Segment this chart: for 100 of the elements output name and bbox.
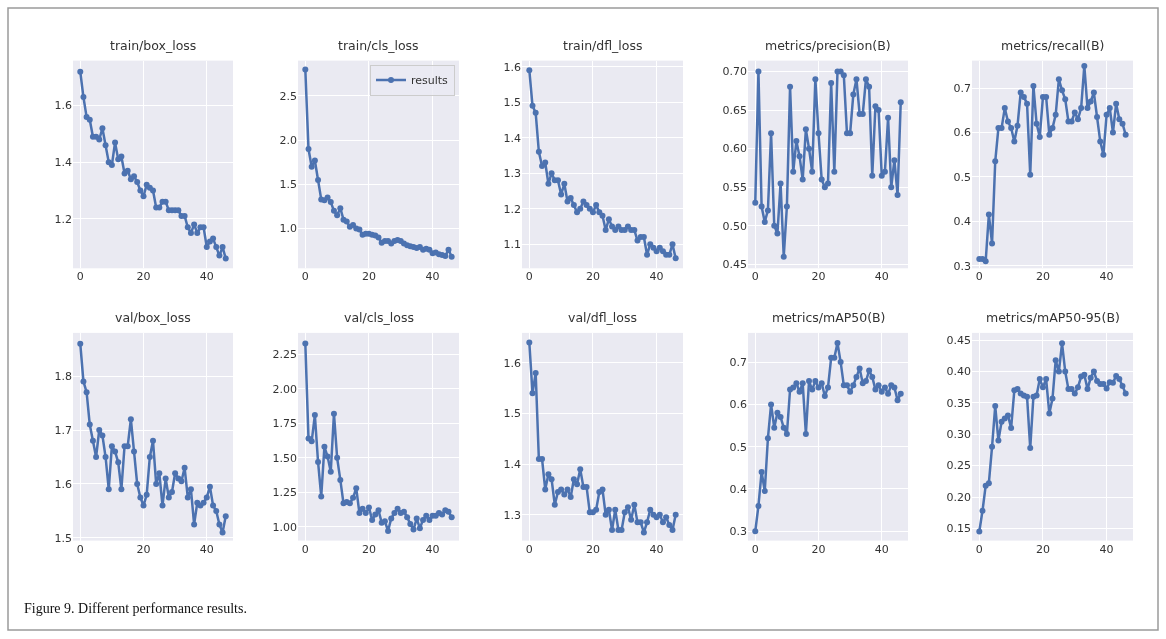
- point: [1011, 138, 1018, 145]
- point: [134, 179, 141, 186]
- point: [1046, 131, 1053, 138]
- point: [86, 421, 93, 428]
- point: [168, 489, 175, 496]
- point: [1008, 425, 1015, 431]
- point: [137, 187, 144, 194]
- x-tick-label: 0: [525, 542, 533, 556]
- point: [337, 205, 344, 212]
- point: [102, 453, 109, 460]
- point: [621, 509, 628, 516]
- y-tick-label: 2.25: [272, 348, 297, 362]
- point: [356, 510, 363, 517]
- point: [134, 480, 141, 487]
- point: [545, 180, 552, 187]
- point: [809, 386, 816, 393]
- y-tick-label: 1.6: [54, 99, 72, 113]
- point: [570, 202, 577, 209]
- point: [551, 501, 558, 508]
- y-tick-label: 0.6: [729, 398, 747, 412]
- point: [768, 401, 775, 408]
- point: [222, 255, 229, 262]
- point: [666, 521, 673, 528]
- y-tick-label: 0.3: [953, 259, 971, 273]
- point: [426, 516, 433, 523]
- point: [93, 453, 100, 460]
- y-tick-label: 1.5: [503, 96, 521, 110]
- point: [1119, 120, 1126, 127]
- point: [605, 216, 612, 223]
- point: [866, 367, 873, 374]
- x-tick-label: 20: [1035, 270, 1050, 284]
- chart-title: train/cls_loss: [338, 38, 419, 53]
- point: [979, 507, 986, 514]
- point: [577, 205, 584, 212]
- point: [1113, 100, 1120, 107]
- point: [1100, 151, 1107, 158]
- chart-title: val/box_loss: [115, 310, 191, 325]
- point: [764, 207, 771, 214]
- x-tick-label: 20: [361, 270, 376, 284]
- point: [327, 199, 334, 206]
- point: [558, 191, 565, 198]
- point: [206, 483, 213, 490]
- point: [532, 369, 539, 376]
- point: [821, 392, 828, 399]
- point: [99, 432, 106, 439]
- point: [1036, 376, 1043, 383]
- y-tick-label: 1.2: [54, 212, 72, 226]
- point: [413, 515, 420, 522]
- point: [815, 130, 822, 137]
- point: [669, 241, 676, 248]
- point: [796, 153, 803, 160]
- x-tick-label: 20: [361, 542, 376, 556]
- x-tick-label: 40: [649, 270, 664, 284]
- y-tick-label: 0.40: [946, 365, 971, 379]
- point: [1087, 98, 1094, 105]
- point: [812, 378, 819, 385]
- point: [365, 504, 372, 511]
- chart-title: metrics/precision(B): [765, 38, 891, 53]
- point: [806, 145, 813, 152]
- point: [802, 431, 809, 437]
- point: [780, 253, 787, 260]
- point: [831, 168, 838, 175]
- point: [162, 475, 169, 482]
- y-tick-label: 0.4: [953, 215, 971, 229]
- y-tick-label: 0.15: [946, 522, 971, 536]
- x-tick-label: 0: [975, 270, 983, 284]
- point: [818, 176, 825, 183]
- point: [77, 340, 84, 347]
- point: [758, 469, 765, 476]
- point: [577, 466, 584, 473]
- x-tick-label: 40: [425, 270, 440, 284]
- point: [1062, 368, 1069, 375]
- point: [1059, 87, 1066, 94]
- point: [1008, 125, 1015, 132]
- point: [888, 184, 895, 191]
- chart-title: train/dfl_loss: [563, 38, 643, 53]
- point: [976, 528, 983, 535]
- point: [771, 424, 778, 431]
- point: [840, 72, 847, 79]
- point: [985, 211, 992, 218]
- point: [388, 515, 395, 522]
- point: [448, 514, 455, 521]
- point: [612, 506, 619, 513]
- point: [828, 80, 835, 87]
- point: [1078, 105, 1085, 112]
- x-tick-label: 40: [425, 542, 440, 556]
- point: [1106, 105, 1113, 112]
- point: [146, 453, 153, 460]
- point: [818, 380, 825, 387]
- point: [659, 519, 666, 526]
- x-tick-label: 20: [1035, 542, 1050, 556]
- point: [1116, 116, 1123, 123]
- y-tick-label: 0.7: [729, 355, 747, 369]
- caption: Figure 9. Different performance results.: [24, 601, 247, 616]
- point: [529, 390, 536, 397]
- point: [526, 67, 533, 74]
- point: [672, 511, 679, 518]
- point: [869, 172, 876, 179]
- point: [213, 244, 220, 251]
- y-tick-label: 1.1: [503, 238, 521, 252]
